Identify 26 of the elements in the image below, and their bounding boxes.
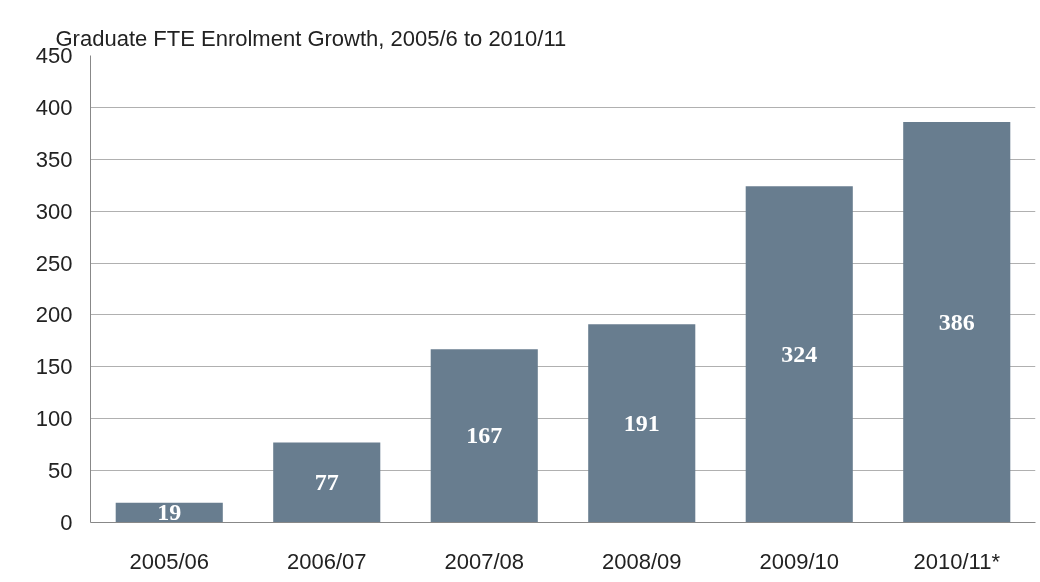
data-label: 386 [938,308,975,335]
y-tick-label: 50 [48,458,73,484]
data-label: 19 [157,499,182,526]
y-tick-label: 200 [35,302,73,328]
y-tick-label: 0 [60,510,73,535]
y-tick-label: 100 [35,406,73,432]
data-label: 167 [466,422,503,449]
y-tick-label: 300 [35,198,73,224]
bar [745,186,853,523]
y-tick-label: 250 [35,250,73,276]
x-tick-label: 2005/06 [129,548,210,574]
bar [273,442,381,523]
x-tick-label: 2010/11* [913,548,1001,574]
y-tick-label: 150 [35,354,73,380]
x-tick-label: 2008/09 [601,548,682,574]
bar [903,121,1011,523]
x-tick-label: 2009/10 [759,548,840,574]
y-tick-label: 350 [35,146,73,172]
data-label: 324 [781,340,818,367]
data-label: 77 [314,469,339,496]
x-tick-label: 2007/08 [444,548,525,574]
bar [588,324,696,523]
data-label: 191 [623,409,660,436]
x-tick-label: 2006/07 [286,548,367,574]
bar [430,349,538,523]
y-tick-label: 400 [35,94,73,120]
